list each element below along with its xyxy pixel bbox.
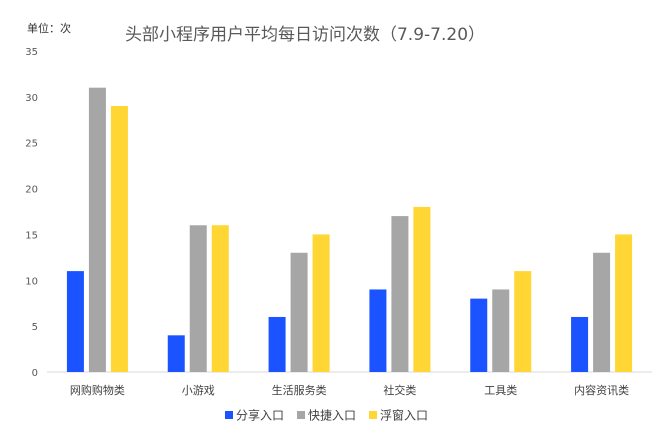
bar: [615, 234, 633, 372]
bar: [593, 252, 611, 372]
x-tick-label: 内容资讯类: [574, 383, 629, 397]
y-tick-label: 35: [25, 47, 38, 58]
y-tick-label: 20: [25, 185, 38, 196]
legend-swatch: [369, 411, 377, 419]
y-tick-label: 15: [25, 230, 38, 241]
bar: [492, 289, 510, 372]
bar: [413, 206, 431, 372]
bar: [268, 316, 286, 372]
x-tick-label: 工具类: [484, 383, 517, 397]
y-tick-label: 25: [25, 139, 38, 150]
bar: [88, 87, 106, 372]
chart-title: 头部小程序用户平均每日访问次数（7.9-7.20）: [125, 25, 485, 45]
y-axis: 0 5 10 15 20 25 30 35: [25, 47, 38, 379]
unit-label: 单位：次: [27, 21, 71, 35]
bars-group: [66, 87, 633, 373]
bar: [514, 271, 532, 372]
x-tick-label: 生活服务类: [272, 383, 327, 397]
bar: [312, 234, 330, 372]
bar: [369, 289, 387, 372]
legend-swatch: [297, 411, 305, 419]
bar: [167, 335, 185, 372]
bar: [189, 225, 207, 372]
bar: [110, 106, 128, 373]
x-tick-label: 网购购物类: [70, 383, 125, 397]
y-tick-label: 5: [32, 322, 38, 333]
bar: [470, 298, 488, 372]
legend: 分享入口 快捷入口 浮窗入口: [225, 408, 428, 423]
y-tick-label: 0: [32, 368, 38, 379]
x-tick-label: 社交类: [383, 383, 416, 397]
y-tick-label: 10: [25, 276, 38, 287]
legend-swatch: [225, 411, 233, 419]
x-tick-label: 小游戏: [182, 384, 215, 397]
legend-label: 浮窗入口: [380, 409, 428, 423]
legend-label: 分享入口: [236, 408, 284, 423]
bar: [391, 216, 409, 372]
bar: [66, 271, 84, 372]
x-axis-labels: 网购购物类 小游戏 生活服务类 社交类 工具类 内容资讯类: [70, 383, 629, 397]
legend-label: 快捷入口: [308, 409, 356, 423]
bar: [211, 225, 229, 372]
y-tick-label: 30: [25, 93, 38, 104]
bar: [571, 316, 589, 372]
bar: [290, 252, 308, 372]
